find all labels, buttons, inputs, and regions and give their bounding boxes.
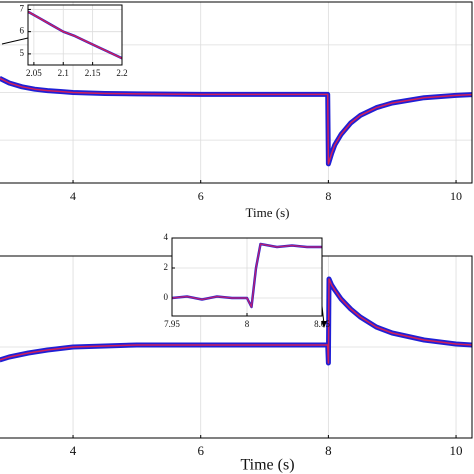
series-line — [0, 77, 472, 165]
y-tick-label: 7 — [20, 4, 25, 14]
x-tick-label: 10 — [450, 443, 463, 458]
inset-pointer — [1, 37, 29, 45]
axes-frame — [27, 4, 123, 66]
x-tick-label: 2.05 — [26, 68, 42, 78]
x-tick-label: 6 — [197, 443, 204, 458]
x-axis-label: Time (s) — [240, 457, 294, 474]
series-line — [172, 243, 322, 308]
x-tick-label: 8 — [325, 189, 331, 203]
y-tick-label: 5 — [20, 48, 25, 58]
x-tick-label: 6 — [198, 189, 204, 203]
inset: 2.05 2.1 2.15 2.2 5 6 7 — [20, 4, 128, 79]
arrow-head — [321, 321, 327, 328]
x-tick-label: 4 — [70, 443, 77, 458]
axes-frame — [0, 1, 473, 184]
axes-frame — [171, 237, 323, 317]
series-line — [0, 278, 472, 364]
x-tick-label: 2.15 — [85, 68, 101, 78]
x-tick-label: 2.1 — [58, 68, 69, 78]
x-tick-label: 8 — [245, 319, 250, 329]
x-tick-label: 10 — [450, 189, 462, 203]
x-tick-label: 8 — [325, 443, 332, 458]
x-tick-label: 4 — [70, 189, 76, 203]
inset: 7.95 8 8.05 0 2 4 — [164, 232, 331, 329]
y-tick-label: 2 — [164, 262, 169, 272]
y-tick-label: 0 — [164, 292, 169, 302]
series-line — [28, 11, 122, 59]
x-axis-label: Time (s) — [246, 205, 290, 220]
x-tick-label: 8.05 — [314, 319, 330, 329]
y-tick-label: 4 — [164, 232, 169, 242]
y-tick-label: 6 — [20, 26, 25, 36]
x-tick-label: 7.95 — [164, 319, 180, 329]
x-tick-label: 2.2 — [116, 68, 127, 78]
